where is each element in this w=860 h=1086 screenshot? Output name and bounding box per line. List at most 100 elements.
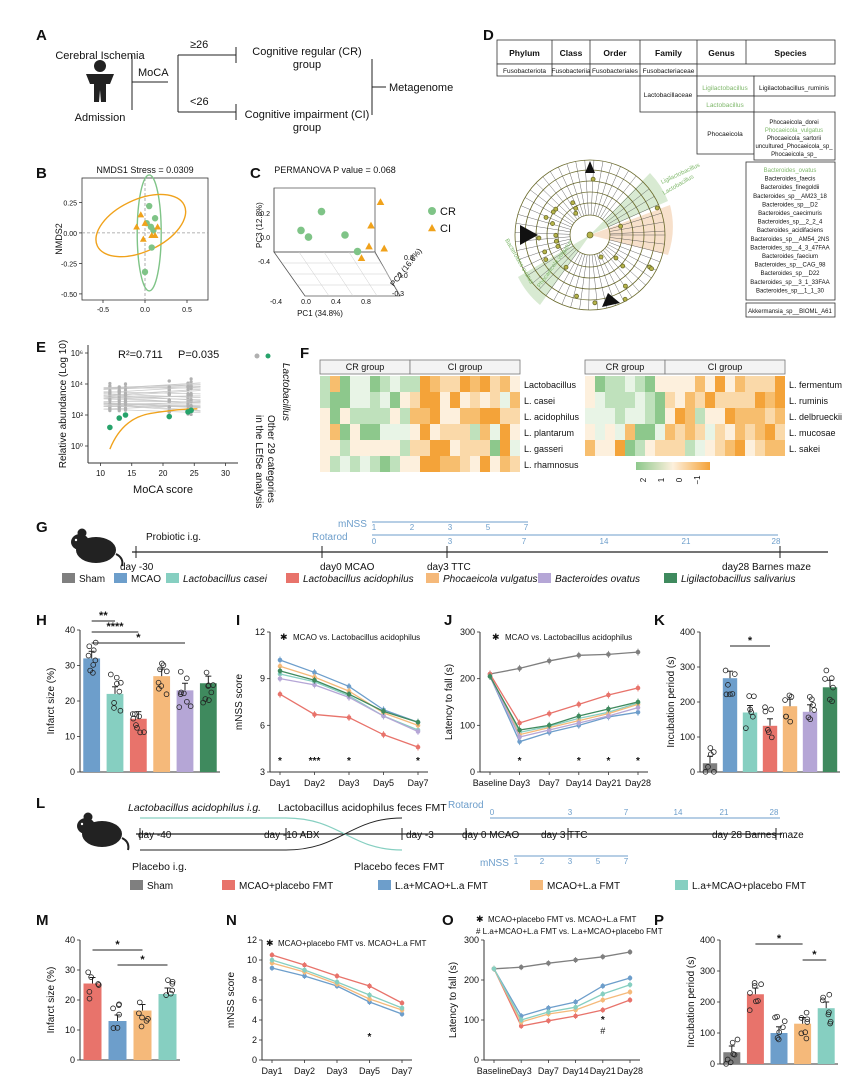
legend-label: Sham — [147, 881, 173, 892]
data-point — [758, 981, 764, 988]
bact-species-label: Bacteroides_sp__CAG_98 — [754, 263, 826, 269]
lacto-point — [116, 415, 123, 421]
clado-branch — [515, 223, 571, 233]
akk-cell — [745, 302, 836, 318]
heat-cell — [430, 456, 440, 472]
rotarod-day: 28 — [772, 537, 781, 546]
panel-label-A: A — [36, 27, 47, 44]
heat-cell — [500, 392, 510, 408]
heat-cell — [665, 392, 675, 408]
heat-cell — [380, 392, 390, 408]
panel-b-nmds: NMDS1 Stress = 0.0309 NMDS2 -0.5 0.0 0.5 0.25… — [54, 165, 209, 314]
series-line — [489, 676, 639, 736]
heat-cell — [370, 440, 380, 456]
ci-point — [133, 223, 140, 230]
other-category-point — [108, 381, 112, 386]
bar — [83, 983, 102, 1060]
heat-cell — [715, 408, 725, 424]
x-tick-label: Day3 — [326, 1066, 347, 1076]
clado-branch — [590, 160, 595, 216]
panel-label-P: P — [654, 912, 664, 929]
clado-branch — [538, 249, 577, 290]
clado-branch — [542, 176, 578, 220]
legend-label: MCAO — [131, 574, 161, 585]
data-point — [727, 691, 733, 698]
x-tick-label: Day28 — [625, 778, 651, 788]
panel-label-D: D — [483, 27, 494, 44]
legend-lacto-label: Lactobacillus — [280, 363, 291, 421]
x-tick-label: Day1 — [269, 778, 290, 788]
phoc-genus-cell — [696, 111, 755, 155]
series-point — [517, 720, 522, 726]
row-label: L. plantarum — [524, 428, 574, 438]
data-point — [705, 764, 711, 770]
series-point — [334, 973, 340, 979]
heat-cell — [665, 408, 675, 424]
heat-cell — [755, 408, 765, 424]
ci-group-label: CI group — [708, 362, 743, 372]
heat-cell — [420, 376, 430, 392]
clado-wedge — [585, 161, 595, 173]
heat-cell — [390, 392, 400, 408]
y-tick-label: 0 — [470, 767, 475, 777]
heat-cell — [410, 408, 420, 424]
heat-cell — [510, 376, 520, 392]
clado-branch — [545, 251, 579, 296]
y-tick-label: 12 — [247, 935, 257, 945]
data-point — [751, 693, 757, 700]
x-tick-label: Day21 — [595, 778, 621, 788]
heat-cell — [480, 392, 490, 408]
heat-cell — [635, 408, 645, 424]
significance-star: * — [347, 756, 351, 767]
heat-cell — [430, 408, 440, 424]
mnss-day: 1 — [514, 857, 519, 866]
heat-cell — [370, 456, 380, 472]
heat-cell — [440, 424, 450, 440]
series-point — [312, 670, 317, 675]
heat-cell — [645, 440, 655, 456]
data-point — [85, 969, 92, 976]
heat-cell — [500, 440, 510, 456]
ci-group-header — [664, 359, 786, 375]
heat-cell — [695, 440, 705, 456]
placebo-fmt-label: Placebo feces FMT — [354, 861, 445, 873]
clado-node — [553, 232, 559, 238]
row-label: L. sakei — [789, 444, 820, 454]
other-category-point — [123, 393, 128, 397]
heat-cell — [715, 392, 725, 408]
legend-cr-label: CR — [440, 206, 456, 218]
heat-cell — [675, 408, 685, 424]
bar — [722, 678, 738, 772]
series-point — [635, 699, 641, 705]
heat-cell — [765, 392, 775, 408]
heat-cell — [340, 424, 350, 440]
legend-ci-label: CI — [440, 223, 451, 235]
x-tick-label: Day3 — [338, 778, 359, 788]
heat-cell — [625, 392, 635, 408]
clado-branch — [516, 238, 571, 251]
series-line — [489, 676, 639, 743]
other-category-point — [167, 385, 171, 389]
data-point — [163, 691, 170, 698]
clado-branch — [604, 248, 646, 286]
series-point — [635, 705, 641, 710]
bar — [762, 725, 778, 772]
heat-cell — [420, 424, 430, 440]
heat-cell — [350, 376, 360, 392]
legend-label: Lactobacillus casei — [183, 574, 268, 585]
data-point — [804, 1019, 811, 1025]
bact-species-label: Bacteroides_sp__AM23_18 — [753, 194, 827, 200]
legend-label: L.a+MCAO+L.a FMT — [395, 881, 488, 892]
series-line — [489, 651, 639, 675]
other-category-point — [108, 397, 112, 401]
x-axis-label: MoCA score — [133, 484, 193, 496]
heat-cell — [725, 408, 735, 424]
heat-cell — [420, 456, 430, 472]
heat-cell — [460, 376, 470, 392]
clado-branch — [600, 170, 629, 218]
heat-cell — [765, 440, 775, 456]
legend-label: Ligilactobacillus salivarius — [681, 574, 796, 585]
y-tick-label: 10⁴ — [71, 380, 84, 389]
rotarod-day: 14 — [600, 537, 609, 546]
